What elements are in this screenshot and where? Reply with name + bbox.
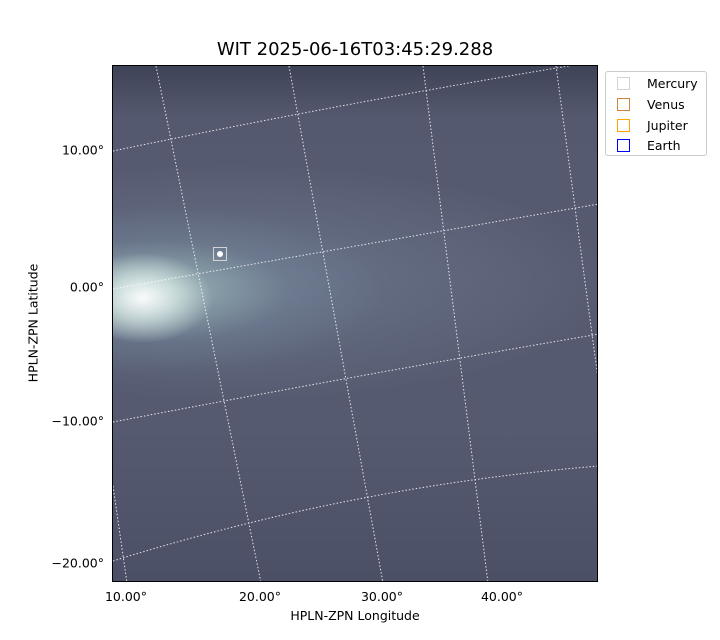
grid-overlay: [113, 66, 597, 581]
grid-lat-minus10: [113, 333, 597, 423]
legend-swatch: [617, 97, 630, 111]
legend-label: Venus: [647, 96, 685, 112]
mercury-point: [217, 251, 223, 257]
legend-swatch: [617, 138, 630, 152]
x-tick-label: 10.00°: [104, 589, 148, 604]
grid-lat-minus20: [113, 465, 597, 562]
x-tick-label: 40.00°: [480, 589, 524, 604]
legend-label: Earth: [647, 137, 681, 153]
grid-lon-b: [288, 66, 384, 581]
legend-label: Mercury: [647, 75, 698, 91]
y-tick-label: −10.00°: [51, 413, 104, 429]
y-tick-label: 10.00°: [61, 142, 104, 158]
y-tick-label: −20.00°: [51, 555, 104, 571]
legend-item-venus: Venus: [617, 96, 685, 112]
legend-item-jupiter: Jupiter: [617, 117, 688, 133]
chart-title: WIT 2025-06-16T03:45:29.288: [216, 39, 494, 60]
image-axes: [112, 65, 598, 582]
legend-item-mercury: Mercury: [617, 75, 698, 91]
grid-lon-e: [113, 485, 128, 581]
grid-lon-c: [422, 66, 489, 581]
legend-swatch: [617, 118, 630, 132]
x-axis-label: HPLN-ZPN Longitude: [290, 608, 420, 623]
y-axis-label: HPLN-ZPN Latitude: [25, 263, 41, 383]
y-tick-label: 0.00°: [69, 279, 104, 295]
legend-item-earth: Earth: [617, 137, 681, 153]
grid-lat-0: [113, 203, 597, 290]
legend: Mercury Venus Jupiter Earth: [605, 71, 707, 156]
legend-swatch: [617, 76, 630, 90]
grid-lat-10: [113, 66, 572, 152]
grid-lon-a: [155, 66, 262, 581]
x-tick-label: 30.00°: [360, 589, 404, 604]
grid-lon-d: [555, 66, 597, 375]
mercury-marker: [213, 247, 227, 261]
legend-label: Jupiter: [647, 117, 688, 133]
x-tick-label: 20.00°: [238, 589, 282, 604]
